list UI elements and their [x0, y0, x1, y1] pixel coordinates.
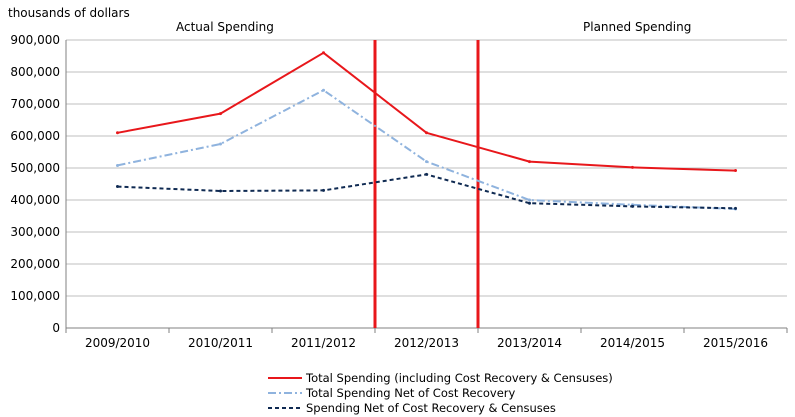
data-point-series-1 — [631, 165, 634, 169]
data-point-series-2 — [528, 198, 531, 202]
y-tick-label: 900,000 — [10, 33, 60, 47]
data-point-series-1 — [425, 131, 428, 135]
data-point-series-3 — [425, 172, 428, 176]
y-tick-label: 300,000 — [10, 225, 60, 239]
data-point-series-3 — [322, 188, 325, 192]
legend-label-total-spending: Total Spending (including Cost Recovery … — [306, 370, 613, 385]
x-tick-label: 2014/2015 — [600, 336, 665, 350]
actual-spending-label: Actual Spending — [176, 20, 274, 34]
data-point-series-2 — [116, 163, 119, 167]
data-point-series-2 — [322, 88, 325, 92]
x-tick-label: 2009/2010 — [85, 336, 150, 350]
data-point-series-1 — [528, 160, 531, 164]
x-tick-label: 2010/2011 — [188, 336, 253, 350]
line-chart: 0 100,000 200,000 300,000 400,000 500,000 600,… — [10, 33, 788, 350]
y-tick-label: 100,000 — [10, 289, 60, 303]
data-point-series-3 — [734, 206, 737, 210]
planned-spending-label: Planned Spending — [583, 20, 692, 34]
legend-label-net-cost-recovery: Total Spending Net of Cost Recovery — [306, 385, 516, 400]
y-tick-label: 800,000 — [10, 65, 60, 79]
data-point-series-3 — [219, 189, 222, 193]
data-point-series-1 — [734, 169, 737, 173]
y-tick-label: 200,000 — [10, 257, 60, 271]
legend: Total Spending (including Cost Recovery … — [268, 370, 613, 415]
data-point-series-3 — [116, 185, 119, 189]
data-point-series-1 — [219, 112, 222, 116]
y-tick-label: 500,000 — [10, 161, 60, 175]
data-point-series-1 — [322, 51, 325, 55]
x-tick-label: 2011/2012 — [291, 336, 356, 350]
legend-item-net-cost-recovery: Total Spending Net of Cost Recovery — [268, 385, 613, 400]
y-tick-label: 400,000 — [10, 193, 60, 207]
y-tick-label: 700,000 — [10, 97, 60, 111]
legend-item-net-cost-recovery-censuses: Spending Net of Cost Recovery & Censuses — [268, 400, 613, 415]
series-line-1 — [117, 51, 736, 172]
legend-swatch-total-spending — [268, 373, 302, 383]
y-tick-label: 600,000 — [10, 129, 60, 143]
data-point-series-3 — [631, 204, 634, 208]
x-tick-label: 2015/2016 — [703, 336, 768, 350]
data-point-series-2 — [425, 160, 428, 164]
data-point-series-1 — [116, 131, 119, 135]
series-line-3 — [117, 173, 736, 210]
y-tick-label: 0 — [52, 321, 60, 335]
x-tick-label: 2012/2013 — [394, 336, 459, 350]
legend-swatch-net-cost-recovery — [268, 388, 302, 398]
x-tick-label: 2013/2014 — [497, 336, 562, 350]
legend-item-total-spending: Total Spending (including Cost Recovery … — [268, 370, 613, 385]
legend-label-net-cost-recovery-censuses: Spending Net of Cost Recovery & Censuses — [306, 400, 556, 415]
legend-swatch-net-cost-recovery-censuses — [268, 403, 302, 413]
data-point-series-2 — [219, 142, 222, 146]
data-point-series-3 — [528, 201, 531, 205]
y-axis-title: thousands of dollars — [8, 6, 130, 20]
